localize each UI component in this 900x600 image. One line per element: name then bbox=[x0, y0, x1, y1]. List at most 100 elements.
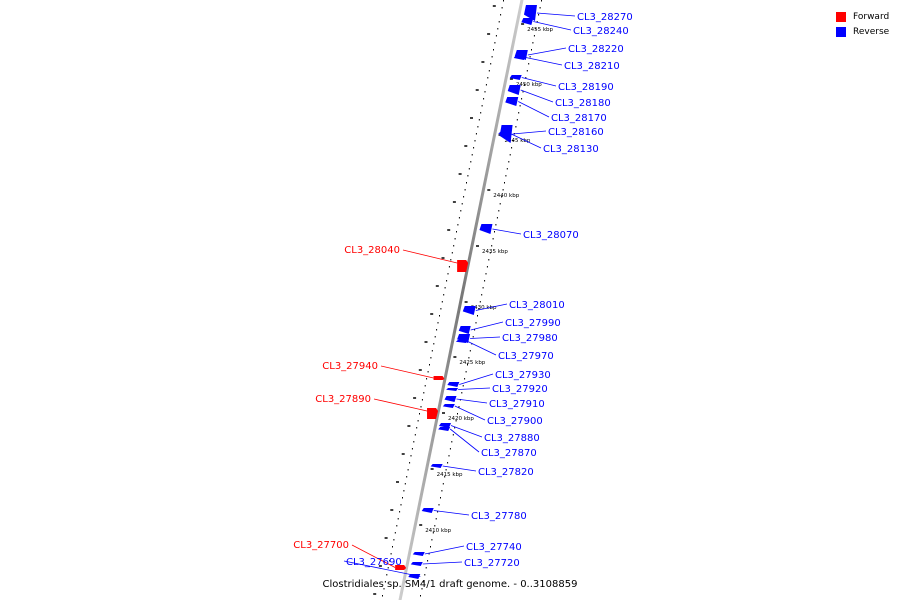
kbp-label: 2435 kbp bbox=[482, 249, 508, 255]
reverse-gene-arrow[interactable] bbox=[507, 85, 521, 95]
gene-label[interactable]: CL3_27910 bbox=[489, 399, 545, 410]
reverse-track-dot bbox=[501, 196, 503, 198]
forward-track-dot bbox=[453, 245, 455, 247]
leader-line bbox=[520, 89, 554, 103]
gene-label[interactable]: CL3_27930 bbox=[495, 370, 551, 381]
leader-line bbox=[380, 365, 434, 379]
reverse-gene-arrow[interactable] bbox=[521, 18, 534, 25]
reverse-gene-arrow[interactable] bbox=[458, 326, 471, 334]
reverse-track-dot bbox=[525, 77, 527, 79]
gene-label[interactable]: CL3_28190 bbox=[558, 82, 614, 93]
forward-track-dot bbox=[439, 315, 440, 317]
gene-label[interactable]: CL3_27820 bbox=[478, 467, 534, 478]
reverse-gene-arrow[interactable] bbox=[412, 552, 425, 556]
reverse-gene-arrow[interactable] bbox=[430, 464, 443, 468]
forward-track-dot bbox=[463, 196, 465, 198]
gene-label[interactable]: CL3_28130 bbox=[543, 144, 599, 155]
reverse-gene-arrow[interactable] bbox=[447, 382, 460, 387]
forward-track-dot bbox=[478, 119, 480, 121]
reverse-gene-arrow[interactable] bbox=[438, 423, 451, 428]
gene-label[interactable]: CL3_28070 bbox=[523, 230, 579, 241]
gene-label[interactable]: CL3_27970 bbox=[498, 351, 554, 362]
reverse-gene-arrow[interactable] bbox=[523, 5, 537, 21]
gene-label[interactable]: CL3_27940 bbox=[322, 361, 378, 372]
forward-swatch bbox=[836, 11, 846, 22]
reverse-track-dot bbox=[478, 308, 480, 310]
reverse-track-dot bbox=[421, 588, 423, 590]
reverse-gene-arrow[interactable] bbox=[498, 132, 511, 135]
reverse-track-dot bbox=[535, 28, 537, 30]
forward-gene-arrow[interactable] bbox=[395, 565, 407, 570]
gene-label[interactable]: CL3_27890 bbox=[315, 394, 371, 405]
reverse-gene-arrow[interactable] bbox=[444, 396, 457, 402]
forward-gene-arrow[interactable] bbox=[433, 376, 445, 380]
gene-label[interactable]: CL3_27920 bbox=[492, 384, 548, 395]
gene-label[interactable]: CL3_28270 bbox=[577, 12, 633, 23]
gene-label[interactable]: CL3_27870 bbox=[481, 448, 537, 459]
forward-track-dot bbox=[411, 448, 413, 450]
reverse-gene-arrow[interactable] bbox=[446, 388, 459, 391]
reverse-gene-arrow[interactable] bbox=[479, 224, 493, 234]
reverse-track-dot bbox=[424, 574, 426, 576]
reverse-track-dot bbox=[442, 483, 444, 485]
leader-line bbox=[509, 133, 542, 149]
reverse-gene-arrow[interactable] bbox=[505, 97, 519, 106]
forward-gene-arrow[interactable] bbox=[427, 408, 439, 419]
leader-line bbox=[422, 561, 463, 565]
gene-label[interactable]: CL3_27690 bbox=[346, 557, 402, 568]
reverse-gene-arrow[interactable] bbox=[442, 404, 455, 408]
forward-track-dot bbox=[503, 0, 504, 2]
gene-label[interactable]: CL3_27700 bbox=[293, 540, 349, 551]
gene-label[interactable]: CL3_28220 bbox=[568, 44, 624, 55]
gene-label[interactable]: CL3_27720 bbox=[464, 558, 520, 569]
reverse-track-dot bbox=[462, 385, 464, 387]
forward-track-dot bbox=[456, 231, 457, 233]
leader-line bbox=[521, 77, 557, 87]
reverse-track-dot bbox=[512, 140, 514, 142]
forward-gene-arrow[interactable] bbox=[457, 260, 469, 272]
forward-track-dot bbox=[417, 420, 419, 422]
kbp-label: 2445 kbp bbox=[505, 138, 531, 144]
leader-line bbox=[351, 544, 396, 568]
forward-track-dot bbox=[402, 497, 403, 499]
reverse-gene-arrow[interactable] bbox=[438, 427, 451, 431]
forward-track-dot bbox=[420, 406, 422, 408]
gene-label[interactable]: CL3_27740 bbox=[466, 542, 522, 553]
gene-label[interactable]: CL3_28010 bbox=[509, 300, 565, 311]
gene-label[interactable]: CL3_27900 bbox=[487, 416, 543, 427]
reverse-gene-arrow[interactable] bbox=[509, 75, 522, 80]
forward-track-dot bbox=[500, 14, 502, 16]
gene-label[interactable]: CL3_27980 bbox=[502, 333, 558, 344]
gene-label[interactable]: CL3_28160 bbox=[548, 127, 604, 138]
forward-track-dot bbox=[466, 182, 467, 184]
reverse-gene-arrow[interactable] bbox=[513, 55, 526, 60]
forward-track-dot bbox=[501, 7, 503, 9]
gene-label[interactable]: CL3_27880 bbox=[484, 433, 540, 444]
reverse-track-dot bbox=[479, 301, 481, 303]
kbp-label: 2440 kbp bbox=[493, 193, 519, 199]
reverse-gene-arrow[interactable] bbox=[421, 508, 434, 513]
reverse-gene-arrow[interactable] bbox=[410, 562, 423, 566]
gene-label[interactable]: CL3_27780 bbox=[471, 511, 527, 522]
reverse-track-dot bbox=[440, 497, 441, 499]
reverse-gene-arrow[interactable] bbox=[408, 574, 421, 579]
forward-track-dot bbox=[389, 560, 391, 562]
leader-line bbox=[533, 21, 572, 31]
gene-label[interactable]: CL3_28210 bbox=[564, 61, 620, 72]
forward-track-dot bbox=[473, 147, 475, 149]
forward-track-dot bbox=[423, 392, 425, 394]
gene-label[interactable]: CL3_27990 bbox=[505, 318, 561, 329]
gene-label[interactable]: CL3_28180 bbox=[555, 98, 611, 109]
reverse-track-dot bbox=[484, 280, 486, 282]
forward-track-dot bbox=[468, 168, 470, 170]
gene-label[interactable]: CL3_28240 bbox=[573, 26, 629, 37]
forward-track-dot bbox=[414, 434, 416, 436]
forward-track-dot bbox=[485, 84, 487, 86]
leader-line bbox=[402, 249, 458, 264]
reverse-gene-arrow[interactable] bbox=[455, 340, 468, 343]
reverse-gene-arrow[interactable] bbox=[462, 306, 476, 315]
forward-track-dot bbox=[460, 210, 462, 212]
gene-label[interactable]: CL3_28040 bbox=[344, 245, 400, 256]
gene-label[interactable]: CL3_28170 bbox=[551, 113, 607, 124]
forward-track-dot bbox=[471, 154, 473, 156]
